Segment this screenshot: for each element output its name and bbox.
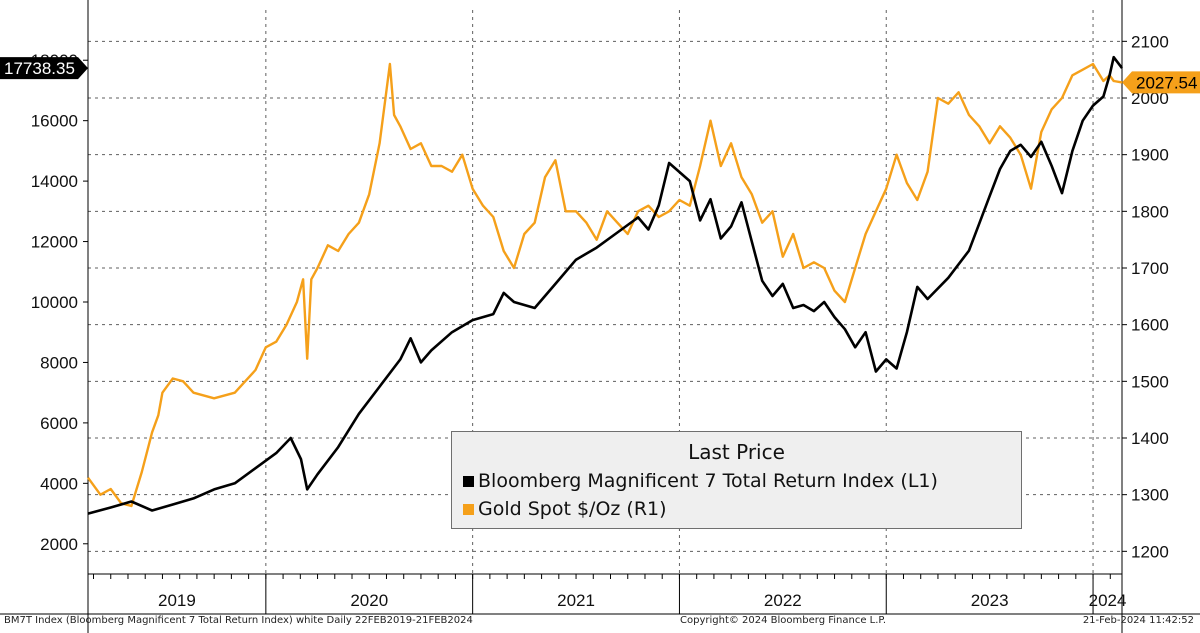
right-tick-label-1300: 1300 (1131, 486, 1169, 505)
year-label-2022: 2022 (764, 591, 802, 610)
right-tick-label-1600: 1600 (1131, 316, 1169, 335)
legend-swatch-black (463, 475, 474, 487)
right-tick-label-2100: 2100 (1131, 32, 1169, 51)
right-tick-label-1200: 1200 (1131, 542, 1169, 561)
year-label-2023: 2023 (971, 591, 1009, 610)
left-tick-label-10000: 10000 (31, 293, 78, 312)
legend-swatch-orange (463, 503, 474, 515)
series-line-gold (87, 62, 1123, 508)
year-label-2021: 2021 (557, 591, 595, 610)
last-price-right: 2027.54 (1136, 73, 1197, 92)
right-tick-label-2000: 2000 (1131, 89, 1169, 108)
legend-label-gold: Gold Spot $/Oz (R1) (478, 498, 667, 520)
year-label-2024: 2024 (1089, 591, 1127, 610)
right-tick-label-1900: 1900 (1131, 146, 1169, 165)
legend-label-magnificent-7: Bloomberg Magnificent 7 Total Return Ind… (478, 470, 938, 492)
year-label-2020: 2020 (350, 591, 388, 610)
last-price-tag-left (0, 57, 88, 80)
last-price-tags: 17738.35 2027.54 (0, 57, 1200, 94)
series-lines (87, 55, 1124, 515)
footer-copyright: Copyright© 2024 Bloomberg Finance L.P. (680, 615, 887, 626)
left-tick-label-8000: 8000 (40, 353, 78, 372)
left-tick-label-6000: 6000 (40, 414, 78, 433)
right-tick-label-1800: 1800 (1131, 202, 1169, 221)
right-tick-label-1700: 1700 (1131, 259, 1169, 278)
year-label-2019: 2019 (158, 591, 196, 610)
right-tick-label-1500: 1500 (1131, 372, 1169, 391)
left-tick-label-14000: 14000 (31, 172, 78, 191)
footer-source: BM7T Index (Bloomberg Magnificent 7 Tota… (4, 615, 473, 626)
last-price-tag-right (1122, 71, 1200, 94)
legend-item-magnificent-7: Bloomberg Magnificent 7 Total Return Ind… (463, 470, 938, 492)
right-tick-label-1400: 1400 (1131, 429, 1169, 448)
left-tick-label-4000: 4000 (40, 474, 78, 493)
left-tick-label-16000: 16000 (31, 112, 78, 131)
left-tick-label-12000: 12000 (31, 233, 78, 252)
legend: Last Price Bloomberg Magnificent 7 Total… (451, 431, 1022, 529)
last-price-left: 17738.35 (4, 59, 75, 78)
legend-title: Last Price (688, 440, 785, 464)
left-tick-label-2000: 2000 (40, 535, 78, 554)
tick-labels: 2000 4000 6000 8000 10000 12000 14000 16000 1800… (31, 32, 1169, 610)
legend-item-gold: Gold Spot $/Oz (R1) (463, 498, 667, 520)
footer-timestamp: 21-Feb-2024 11:42:52 (1082, 615, 1194, 626)
series-line-magnificent-7 (87, 55, 1124, 515)
